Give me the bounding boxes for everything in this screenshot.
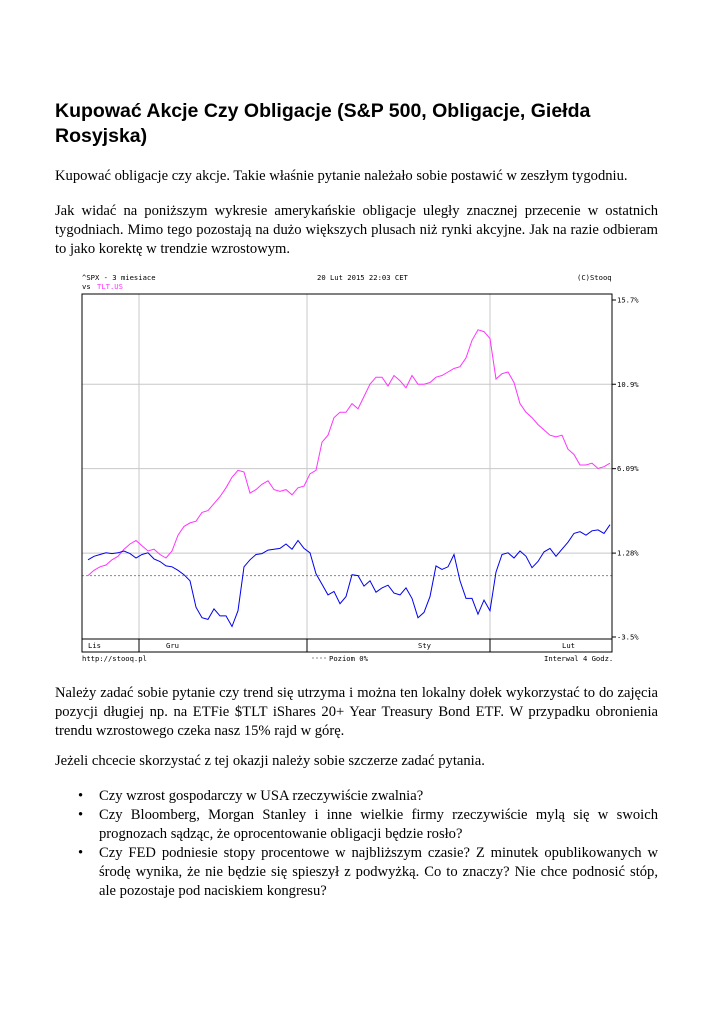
page-title: Kupować Akcje Czy Obligacje (S&P 500, Ob… — [55, 100, 591, 147]
list-item: • Czy FED podniesie stopy procentowe w na… — [55, 844, 658, 901]
chart-month-label: Lis — [88, 641, 101, 650]
chart-figure: ^SPX - 3 miesiace vs TLT.US 20 Lut 2015 … — [80, 270, 640, 665]
list-item: • Czy Bloomberg, Morgan Stanley i inne wi… — [55, 806, 658, 844]
chart-series-tlt-label: TLT.US — [97, 282, 123, 291]
chart-copyright: (C)Stooq — [577, 273, 612, 282]
list-item-text: Czy Bloomberg, Morgan Stanley i inne wie… — [99, 807, 658, 842]
chart-ytick-label: 15.7% — [617, 296, 639, 305]
chart-ytick-label: 10.9% — [617, 380, 639, 389]
chart-month-label: Sty — [418, 641, 432, 650]
list-item: • Czy wzrost gospodarczy w USA rzeczywiśc… — [55, 787, 658, 806]
chart-baseline-label: Poziom 0% — [329, 654, 369, 663]
chart-title: ^SPX - 3 miesiace — [82, 273, 156, 282]
chart-source-url: http://stooq.pl — [82, 654, 147, 663]
question-list: • Czy wzrost gospodarczy w USA rzeczywiśc… — [55, 787, 658, 901]
paragraph-questions-intro: Jeżeli chcecie skorzystać z tej okazji n… — [55, 753, 485, 769]
chart-svg: ^SPX - 3 miesiace vs TLT.US 20 Lut 2015 … — [81, 273, 639, 663]
chart-timestamp: 20 Lut 2015 22:03 CET — [317, 273, 409, 282]
bullet-icon: • — [78, 807, 84, 823]
bullet-icon: • — [78, 788, 84, 804]
list-item-text: Czy FED podniesie stopy procentowe w naj… — [99, 845, 658, 899]
chart-interval: Interwal 4 Godz. — [544, 654, 613, 663]
chart-ytick-label: 1.28% — [617, 549, 639, 558]
chart-month-label: Lut — [562, 641, 575, 650]
paragraph-intro: Kupować obligacje czy akcje. Takie właśn… — [55, 168, 628, 184]
chart-y-ticks: 15.7% 10.9% 6.09% 1.28% -3.5% — [612, 296, 639, 642]
chart-grid — [82, 294, 612, 639]
chart-series-spx-line — [87, 524, 611, 628]
list-item-text: Czy wzrost gospodarczy w USA rzeczywiści… — [99, 788, 424, 804]
chart-plot-frame — [81, 293, 613, 653]
chart-ytick-label: -3.5% — [617, 633, 639, 642]
chart-series — [87, 329, 611, 628]
bullet-icon: • — [78, 845, 84, 861]
chart-month-label: Gru — [166, 641, 179, 650]
chart-compare-label: vs — [82, 282, 91, 291]
chart-ytick-label: 6.09% — [617, 464, 639, 473]
paragraph-question: Należy zadać sobie pytanie czy trend się… — [55, 685, 658, 739]
chart-x-ticks: Lis Gru Sty Lut — [88, 639, 575, 652]
paragraph-bonds: Jak widać na poniższym wykresie amerykań… — [55, 203, 658, 257]
chart-series-tlt-line — [87, 329, 611, 576]
